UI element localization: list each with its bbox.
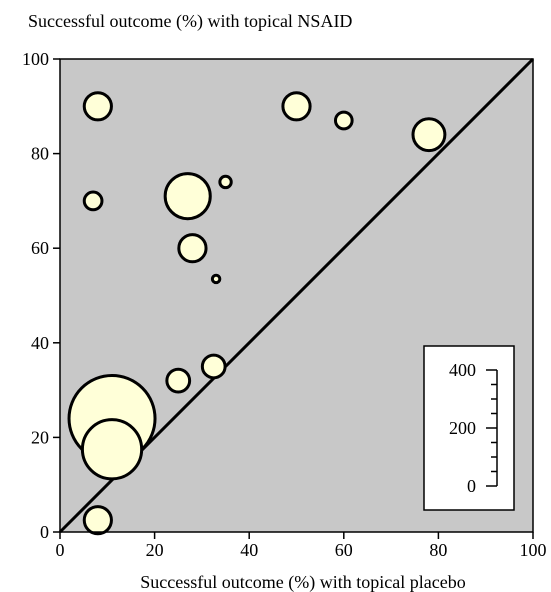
size-legend: 400 200 0 bbox=[423, 345, 515, 511]
x-tick-label: 100 bbox=[520, 540, 547, 560]
x-tick-label: 60 bbox=[335, 540, 353, 560]
y-tick-label: 60 bbox=[31, 238, 49, 258]
bubble-2 bbox=[333, 110, 354, 131]
size-legend-label: 200 bbox=[449, 418, 476, 438]
bubble-5 bbox=[163, 172, 212, 221]
bubble-12 bbox=[80, 418, 144, 481]
plot-frame bbox=[59, 58, 534, 533]
bubble-13 bbox=[82, 505, 113, 536]
x-tick-label: 0 bbox=[56, 540, 65, 560]
y-axis: 0 20 40 60 80 100 bbox=[22, 49, 60, 542]
y-tick-label: 40 bbox=[31, 333, 49, 353]
x-axis-label: Successful outcome (%) with topical plac… bbox=[140, 572, 465, 592]
y-tick-label: 20 bbox=[31, 427, 49, 447]
bubble-8 bbox=[210, 273, 222, 285]
size-legend-scale: 400 200 0 bbox=[449, 360, 498, 496]
size-legend-label: 0 bbox=[467, 476, 476, 496]
bubble-7 bbox=[177, 233, 208, 264]
bubble-0 bbox=[82, 91, 113, 122]
x-axis: 0 20 40 60 80 100 bbox=[56, 532, 547, 560]
y-axis-label: Successful outcome (%) with topical NSAI… bbox=[28, 11, 352, 32]
bubble-3 bbox=[411, 117, 447, 153]
x-tick-label: 20 bbox=[146, 540, 164, 560]
x-tick-label: 40 bbox=[240, 540, 258, 560]
bubble-1 bbox=[281, 91, 312, 122]
y-tick-label: 80 bbox=[31, 144, 49, 164]
bubble-4 bbox=[82, 190, 104, 212]
bubble-6 bbox=[218, 174, 233, 190]
y-tick-label: 100 bbox=[22, 49, 49, 69]
size-legend-label: 400 bbox=[449, 360, 476, 380]
x-tick-label: 80 bbox=[429, 540, 447, 560]
size-legend-box bbox=[423, 345, 515, 511]
y-tick-label: 0 bbox=[40, 522, 49, 542]
bubble-10 bbox=[200, 353, 227, 380]
bubble-9 bbox=[165, 367, 192, 394]
bubbles bbox=[67, 91, 447, 536]
